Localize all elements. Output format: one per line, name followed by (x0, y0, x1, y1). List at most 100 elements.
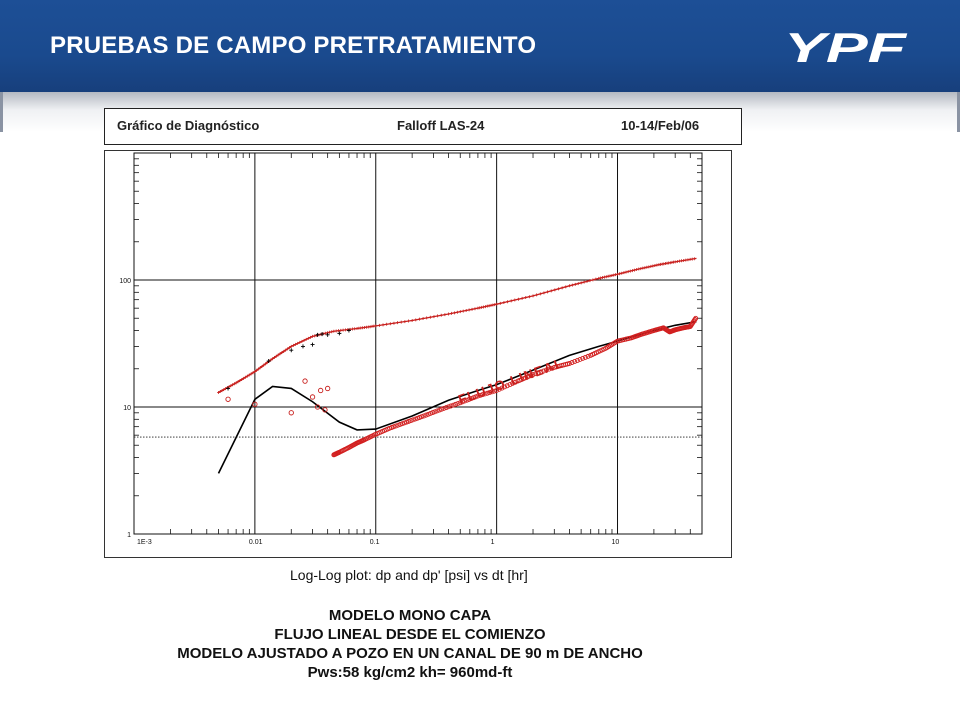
pressure-point (232, 382, 236, 386)
pressure-point (300, 339, 304, 343)
derivative-point (533, 371, 539, 377)
derivative-point (538, 369, 544, 375)
derivative-outlier-point (225, 396, 231, 402)
pressure-point (377, 323, 381, 327)
pressure-point (635, 268, 639, 272)
derivative-point (391, 424, 397, 430)
pressure-cross-point (310, 342, 315, 347)
pressure-point (417, 317, 421, 321)
derivative-point (477, 392, 483, 398)
derivative-outlier-point (322, 407, 328, 413)
derivative-point (569, 360, 575, 365)
derivative-outlier-point (252, 401, 258, 407)
pressure-cross-point (226, 386, 231, 391)
derivative-point (441, 405, 447, 411)
pressure-point (614, 273, 618, 277)
derivative-outlier-point (309, 394, 316, 400)
derivative-point (421, 413, 427, 419)
pressure-point (240, 377, 244, 381)
derivative-point (471, 395, 476, 401)
pressure-point (461, 309, 465, 313)
derivative-point (475, 393, 481, 399)
pressure-point (296, 341, 300, 345)
derivative-point (399, 421, 405, 427)
pressure-point (216, 391, 220, 395)
pressure-point (234, 381, 238, 385)
pressure-point (585, 279, 589, 283)
pressure-point (255, 368, 259, 372)
pressure-point (425, 316, 429, 320)
pressure-point (298, 340, 302, 344)
pressure-point (535, 293, 539, 297)
pressure-point (247, 373, 251, 377)
derivative-point (574, 358, 580, 363)
derivative-point (504, 383, 510, 389)
derivative-outlier-point (288, 410, 294, 416)
chart-header: Gráfico de Diagnóstico Falloff LAS-24 10… (104, 108, 742, 145)
x-tick-label: 0.01 (249, 539, 263, 546)
pressure-point (655, 263, 659, 267)
pressure-point (467, 308, 471, 312)
pressure-point (263, 362, 267, 366)
derivative-point (580, 355, 586, 361)
derivative-point (494, 387, 500, 393)
pressure-point (633, 268, 637, 272)
pressure-point (271, 357, 275, 361)
derivative-point (473, 394, 479, 400)
pressure-point (452, 311, 456, 315)
pressure-point (553, 288, 557, 292)
pressure-point (579, 281, 583, 285)
pressure-point (653, 264, 657, 268)
pressure-point (513, 298, 517, 302)
pressure-cross-point (315, 332, 320, 337)
pressure-point (385, 322, 389, 326)
pressure-cross-point (320, 332, 325, 337)
pressure-point (229, 384, 233, 388)
pressure-cross-point (289, 348, 294, 353)
right-edge-line (957, 92, 960, 132)
pressure-cross-point (266, 359, 271, 364)
derivative-point (546, 366, 552, 372)
derivative-point (549, 365, 555, 371)
pressure-point (432, 315, 436, 319)
pressure-point (455, 310, 459, 314)
pressure-point (407, 319, 411, 323)
pressure-point (620, 271, 624, 275)
pressure-cross-point (300, 344, 305, 349)
pressure-point (449, 311, 453, 315)
pressure-point (641, 266, 645, 270)
pressure-point (258, 366, 262, 370)
derivative-point (572, 359, 578, 364)
derivative-outlier-point (314, 404, 321, 410)
derivative-point (408, 418, 414, 424)
derivative-point (410, 417, 416, 423)
pressure-point (403, 320, 407, 324)
pressure-point (396, 321, 400, 325)
pressure-point (498, 301, 502, 305)
derivative-point (393, 423, 399, 429)
derivative-point (468, 396, 474, 402)
pressure-point (381, 323, 385, 327)
derivative-point (443, 405, 449, 411)
pressure-point (399, 320, 403, 324)
y-tick-label: 1 (127, 532, 131, 539)
pressure-point (527, 295, 531, 299)
pressure-point (647, 265, 651, 269)
pressure-point (597, 276, 601, 280)
derivative-point (464, 397, 470, 403)
derivative-point (419, 414, 425, 420)
pressure-point (443, 313, 447, 317)
pressure-point (231, 383, 235, 387)
derivative-point (423, 412, 429, 418)
pressure-point (637, 267, 641, 271)
pressure-point (546, 290, 550, 294)
derivative-point (387, 425, 392, 431)
chart-header-center: Falloff LAS-24 (397, 118, 485, 133)
pressure-point (302, 338, 306, 342)
derivative-point (395, 422, 401, 428)
pressure-point (436, 314, 440, 318)
pressure-point (643, 266, 647, 270)
pressure-point (282, 349, 286, 353)
pressure-point (612, 273, 616, 277)
pressure-point (495, 302, 499, 306)
